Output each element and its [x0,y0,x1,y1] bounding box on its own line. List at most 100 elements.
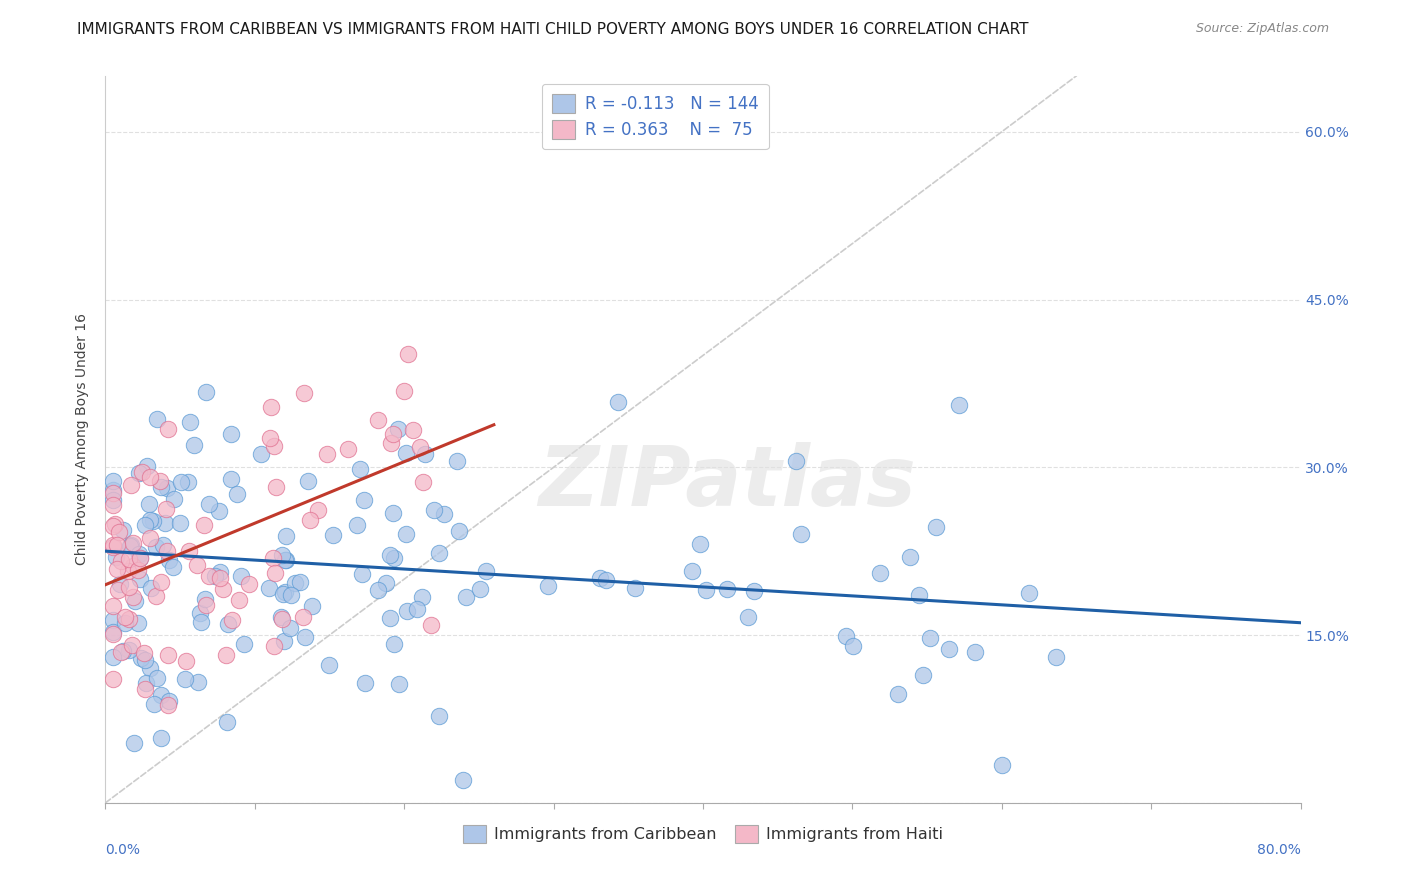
Point [101,599,124,613]
Point [188,606,211,620]
Point [129,572,152,586]
Point [238,577,260,591]
Point [689,537,711,551]
Point [375,575,398,590]
Point [118,539,141,553]
Point [105,550,128,565]
Point [274,529,297,543]
Point [120,538,142,552]
Point [149,480,172,494]
Point [294,630,316,644]
Point [276,553,298,567]
Point [114,610,136,624]
Point [145,540,167,554]
Point [149,731,172,745]
Point [107,582,129,597]
Point [537,579,560,593]
Point [118,551,141,566]
Point [135,676,157,690]
Text: IMMIGRANTS FROM CARIBBEAN VS IMMIGRANTS FROM HAITI CHILD POVERTY AMONG BOYS UNDE: IMMIGRANTS FROM CARIBBEAN VS IMMIGRANTS … [77,22,1029,37]
Point [292,386,315,401]
Point [446,454,468,468]
Point [169,516,191,530]
Point [111,523,134,537]
Text: 0.0%: 0.0% [105,843,141,857]
Point [101,541,124,555]
Point [132,646,155,660]
Point [284,575,307,590]
Point [101,613,124,627]
Point [262,550,284,565]
Point [918,632,941,646]
Point [948,398,970,412]
Point [433,507,456,521]
Point [152,538,174,552]
Point [456,591,478,605]
Point [382,637,405,651]
Point [142,514,165,528]
Point [790,527,813,541]
Point [101,498,124,512]
Point [101,624,124,639]
Point [367,412,389,426]
Point [179,415,201,429]
Point [207,504,229,518]
Point [190,615,212,629]
Point [186,558,208,572]
Point [257,581,280,595]
Point [139,470,162,484]
Point [298,513,321,527]
Point [380,436,402,450]
Point [382,506,405,520]
Point [406,602,429,616]
Point [193,517,215,532]
Point [380,549,402,563]
Point [169,475,191,489]
Point [129,551,152,566]
Point [153,516,176,530]
Point [121,639,143,653]
Point [835,629,858,643]
Point [204,569,226,583]
Point [128,547,150,561]
Point [475,565,498,579]
Point [163,491,186,506]
Point [231,568,253,582]
Point [318,657,340,672]
Point [211,582,233,596]
Point [142,698,165,712]
Point [174,672,197,686]
Point [122,559,145,574]
Text: 80.0%: 80.0% [1257,843,1301,857]
Point [301,599,323,613]
Point [695,583,717,598]
Point [101,493,124,508]
Point [131,465,153,479]
Point [367,582,389,597]
Point [451,773,474,788]
Point [297,474,319,488]
Point [129,550,152,565]
Point [155,502,177,516]
Y-axis label: Child Poverty Among Boys Under 16: Child Poverty Among Boys Under 16 [76,313,90,566]
Point [259,401,281,415]
Point [162,559,184,574]
Point [215,648,238,663]
Point [105,538,128,552]
Point [183,437,205,451]
Point [427,708,450,723]
Point [136,458,159,473]
Point [264,481,287,495]
Text: ZIPatlas: ZIPatlas [538,442,915,524]
Point [449,524,471,538]
Point [101,519,124,533]
Point [264,566,287,580]
Point [232,637,254,651]
Point [124,593,146,607]
Point [274,584,297,599]
Point [114,616,136,631]
Point [146,412,169,426]
Point [134,682,156,697]
Point [271,612,294,626]
Point [292,610,315,624]
